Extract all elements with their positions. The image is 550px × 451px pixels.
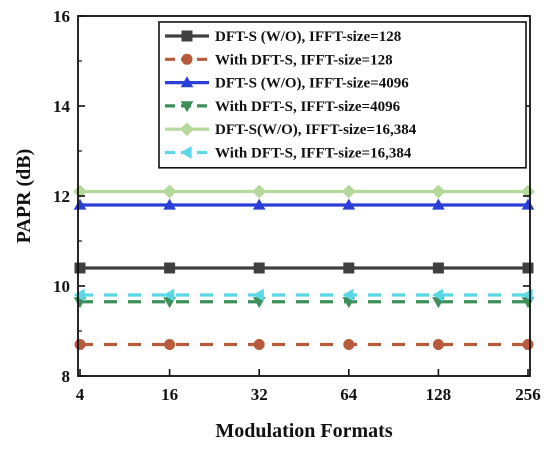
y-tick-label: 8 bbox=[62, 367, 71, 386]
x-tick-label: 4 bbox=[76, 385, 85, 404]
data-point bbox=[341, 184, 356, 199]
data-point bbox=[343, 339, 355, 350]
legend-label: DFT-S (W/O), IFFT-size=128 bbox=[215, 29, 401, 45]
legend-label: DFT-S(W/O), IFFT-size=16,384 bbox=[215, 122, 417, 138]
legend-marker bbox=[181, 53, 193, 65]
legend-marker bbox=[180, 76, 194, 88]
x-tick-label: 128 bbox=[426, 385, 452, 404]
data-point bbox=[73, 198, 87, 210]
data-point bbox=[163, 288, 175, 302]
legend-marker bbox=[180, 101, 194, 113]
x-tick-label: 32 bbox=[251, 385, 268, 404]
data-point bbox=[432, 339, 444, 350]
data-point bbox=[74, 339, 86, 350]
data-point bbox=[74, 262, 86, 274]
data-point bbox=[522, 262, 534, 274]
data-point bbox=[521, 198, 535, 210]
y-axis-title: PAPR (dB) bbox=[13, 149, 35, 244]
data-point bbox=[73, 184, 87, 199]
x-axis-title: Modulation Formats bbox=[215, 420, 392, 442]
legend-label: With DFT-S, IFFT-size=128 bbox=[215, 52, 393, 68]
axes-layer: 8 10 12 14 16 4 16 32 64 128 256 bbox=[53, 7, 541, 404]
data-point bbox=[252, 198, 266, 210]
data-point bbox=[252, 184, 267, 199]
legend-marker bbox=[180, 122, 194, 137]
legend-label: With DFT-S, IFFT-size=4096 bbox=[215, 99, 401, 115]
legend-marker bbox=[181, 30, 193, 42]
y-tick-label: 16 bbox=[53, 7, 70, 26]
x-tick-label: 64 bbox=[340, 385, 358, 404]
legend: DFT-S (W/O), IFFT-size=128 With DFT-S, IF… bbox=[158, 21, 527, 169]
x-tick-label: 256 bbox=[515, 385, 541, 404]
data-point bbox=[163, 198, 176, 210]
data-point bbox=[432, 262, 444, 274]
legend-label: DFT-S (W/O), IFFT-size=4096 bbox=[215, 76, 409, 92]
data-point bbox=[522, 339, 534, 350]
data-point bbox=[431, 184, 446, 199]
data-point bbox=[253, 262, 265, 274]
data-point bbox=[164, 262, 176, 274]
data-point bbox=[521, 184, 535, 199]
data-point bbox=[342, 198, 356, 210]
y-tick-label: 10 bbox=[53, 277, 70, 296]
data-point bbox=[432, 198, 445, 210]
y-tick-label: 12 bbox=[53, 187, 70, 206]
data-point bbox=[73, 288, 85, 302]
legend-label: With DFT-S, IFFT-size=16,384 bbox=[215, 146, 412, 162]
y-tick-label: 14 bbox=[53, 97, 71, 116]
data-point bbox=[162, 184, 177, 199]
data-point bbox=[343, 262, 355, 274]
legend-box bbox=[158, 21, 527, 169]
data-point bbox=[252, 288, 264, 302]
data-point bbox=[432, 288, 444, 302]
legend-marker bbox=[180, 146, 192, 159]
data-point bbox=[342, 288, 354, 302]
data-point bbox=[164, 339, 176, 350]
x-tick-label: 16 bbox=[161, 385, 178, 404]
plot-layer bbox=[73, 184, 535, 350]
data-point bbox=[253, 339, 265, 350]
